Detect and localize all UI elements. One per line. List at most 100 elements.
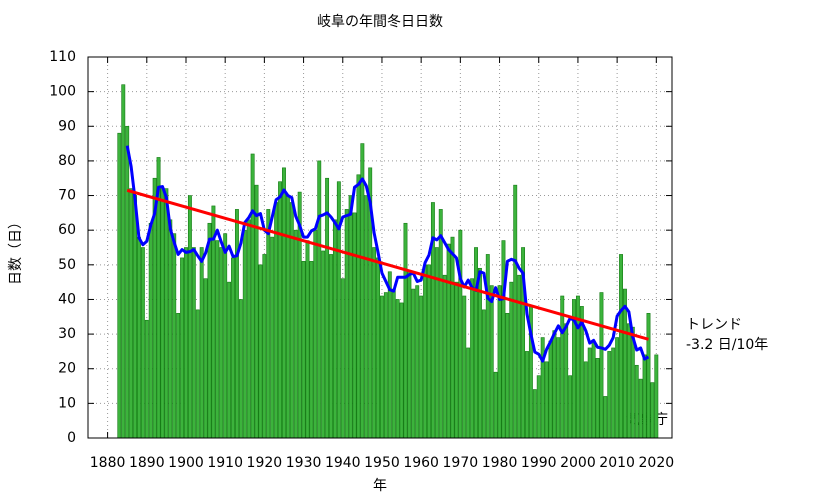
bar: [540, 337, 545, 439]
bar: [133, 195, 137, 439]
bar: [395, 299, 400, 439]
x-tick-label: 1940: [325, 455, 361, 471]
bar: [383, 292, 388, 439]
bar: [552, 330, 557, 439]
x-tick-label: 1920: [247, 455, 283, 471]
trend-label: トレンド: [686, 317, 742, 333]
line: [125, 145, 650, 363]
bar: [231, 257, 235, 439]
x-tick-label: 2010: [599, 455, 635, 471]
bar: [583, 361, 588, 439]
bar: [517, 274, 522, 439]
bar: [160, 188, 165, 439]
bar: [129, 188, 134, 439]
bar: [258, 264, 263, 439]
y-tick-label: 40: [58, 291, 76, 307]
bar: [454, 281, 459, 439]
bar: [607, 351, 612, 439]
bar: [211, 205, 216, 439]
bar: [470, 278, 475, 439]
bar: [642, 354, 647, 439]
bar: [336, 181, 341, 439]
bar: [348, 195, 353, 439]
y-tick-label: 50: [58, 257, 76, 273]
bar: [125, 125, 130, 439]
x-tick-label: 2000: [560, 455, 596, 471]
bar: [317, 160, 322, 439]
y-tick-label: 110: [49, 49, 76, 65]
bar: [121, 84, 126, 439]
bar: [446, 243, 451, 439]
bar: [360, 143, 365, 439]
y-tick-label: 90: [58, 118, 76, 134]
bar: [556, 337, 561, 439]
bar: [407, 271, 412, 439]
bar: [274, 202, 279, 439]
bar: [568, 375, 573, 439]
bar: [282, 167, 286, 439]
bar: [603, 396, 608, 439]
bar: [168, 219, 173, 439]
x-tick-label: 2020: [639, 455, 675, 471]
bar: [364, 195, 369, 439]
bar: [234, 209, 239, 439]
bar: [340, 278, 345, 439]
y-tick-label: 0: [67, 430, 76, 446]
bar: [207, 222, 212, 439]
bar: [199, 247, 204, 439]
bar: [164, 188, 169, 439]
bar: [285, 195, 290, 439]
bar: [611, 347, 616, 439]
bar: [376, 257, 380, 439]
bar: [434, 247, 439, 439]
trend-value: -3.2 日/10年: [686, 337, 768, 353]
bar: [238, 299, 243, 439]
bar: [301, 261, 306, 439]
y-tick-label: 70: [58, 188, 76, 204]
bar: [399, 302, 404, 439]
bar: [419, 295, 424, 439]
bar: [305, 240, 310, 439]
x-tick-label: 1910: [207, 455, 243, 471]
bar: [387, 271, 392, 439]
bar: [254, 184, 259, 439]
y-axis-label: 日数（日）: [8, 215, 24, 285]
bar: [278, 181, 282, 439]
bar: [325, 177, 330, 439]
x-tick-label: 1890: [129, 455, 165, 471]
bar: [466, 347, 471, 439]
y-tick-label: 80: [58, 153, 76, 169]
bar: [497, 285, 502, 439]
bar: [442, 274, 447, 439]
bar: [148, 222, 153, 439]
bar: [391, 288, 396, 439]
bar: [380, 295, 384, 439]
bar: [458, 229, 463, 439]
bar: [227, 281, 232, 439]
bar: [599, 292, 604, 439]
x-axis-label: 年: [373, 478, 387, 494]
bar: [423, 264, 428, 439]
bar: [509, 281, 514, 439]
bar: [438, 209, 443, 439]
bar: [564, 323, 569, 439]
x-tick-label: 1900: [168, 455, 204, 471]
bar: [344, 209, 349, 439]
bar: [203, 278, 208, 439]
bar: [329, 254, 333, 439]
y-tick-label: 60: [58, 222, 76, 238]
bar: [591, 340, 596, 439]
bar: [619, 254, 623, 439]
bar: [513, 184, 518, 439]
bar: [595, 358, 600, 439]
y-tick-label: 20: [58, 361, 76, 377]
bar: [462, 295, 467, 439]
plot-frame: [87, 56, 673, 439]
bar: [505, 313, 510, 439]
bar: [544, 361, 549, 439]
bar: [215, 240, 220, 439]
bar: [587, 347, 592, 439]
bar: [137, 236, 141, 439]
bar: [117, 132, 122, 439]
x-tick-label: 1880: [90, 455, 126, 471]
